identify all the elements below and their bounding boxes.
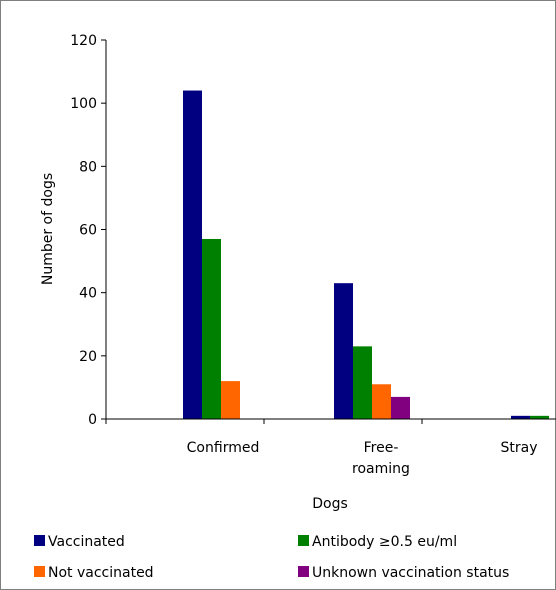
x-tick-label: Confirmed xyxy=(187,440,260,456)
legend-label: Vaccinated xyxy=(48,534,125,550)
x-tick-label: roaming xyxy=(352,461,410,477)
bar xyxy=(372,384,391,419)
y-tick-label: 20 xyxy=(79,349,97,365)
plot-area xyxy=(183,90,549,420)
bar xyxy=(221,381,240,419)
bar xyxy=(202,238,221,419)
y-tick-label: 100 xyxy=(70,96,97,112)
legend-label: Antibody ≥0.5 eu/ml xyxy=(312,534,457,550)
bar xyxy=(511,415,530,419)
x-tick-label: Stray xyxy=(501,440,538,456)
y-tick-label: 120 xyxy=(70,33,97,49)
bar xyxy=(530,415,549,419)
legend: Vaccinated Antibody ≥0.5 eu/ml Not vaccina… xyxy=(34,534,509,581)
bar xyxy=(353,346,372,419)
y-axis-title: Number of dogs xyxy=(40,173,56,285)
legend-swatch xyxy=(298,566,309,577)
legend-swatch xyxy=(34,566,45,577)
x-axis: Confirmed Free-roaming Stray xyxy=(105,419,538,477)
bar xyxy=(183,90,202,420)
x-tick-label: Free- xyxy=(364,440,399,456)
y-tick-label: 80 xyxy=(79,159,97,175)
bar xyxy=(391,396,410,419)
legend-swatch xyxy=(298,535,309,546)
legend-label: Not vaccinated xyxy=(48,565,154,581)
y-tick-label: 0 xyxy=(88,412,97,428)
y-tick-label: 40 xyxy=(79,286,97,302)
y-axis: 0 20 40 60 80 100 120 xyxy=(70,33,106,428)
x-axis-title: Dogs xyxy=(312,496,348,512)
legend-swatch xyxy=(34,535,45,546)
bar xyxy=(334,283,353,419)
y-tick-label: 60 xyxy=(79,223,97,239)
legend-label: Unknown vaccination status xyxy=(312,565,509,581)
